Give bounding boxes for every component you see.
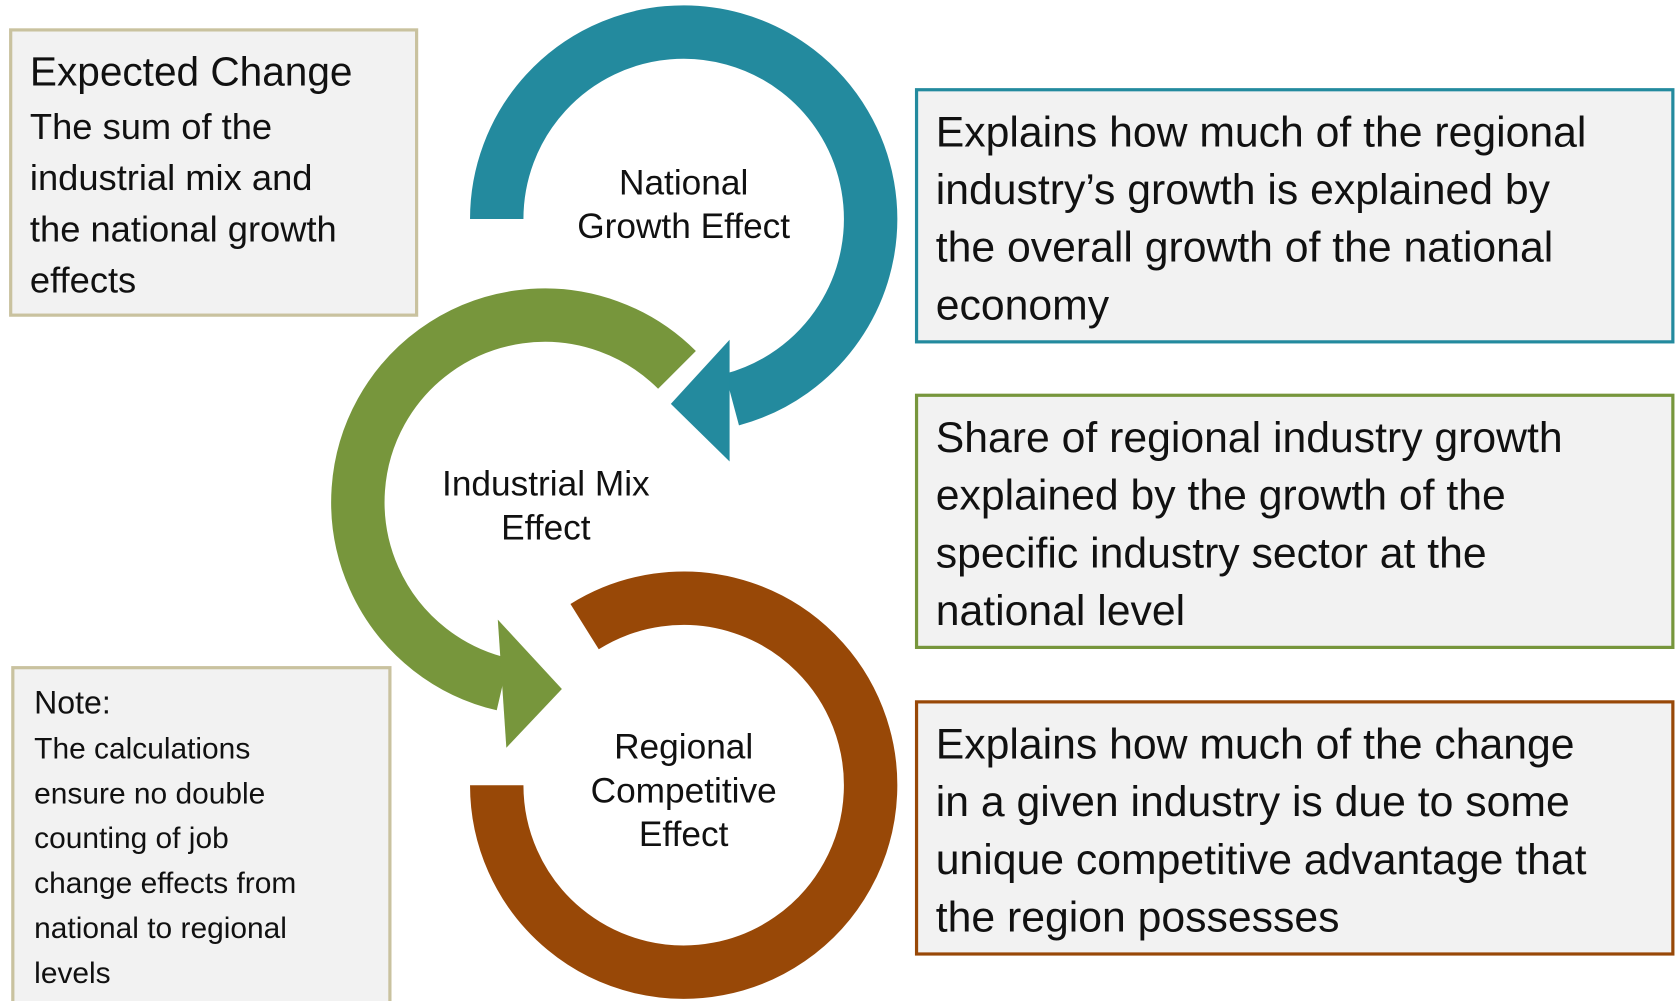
description-text: Explains how much of the regional — [936, 108, 1587, 156]
description-box — [914, 393, 1675, 649]
node-label: Competitive — [591, 771, 777, 810]
description-text: industry’s growth is explained by — [936, 166, 1551, 214]
note-box — [11, 666, 392, 1001]
description-text: explained by the growth of the — [936, 472, 1506, 520]
note-text: counting of job — [34, 822, 229, 855]
description-box — [914, 700, 1675, 956]
note-text: national to regional — [34, 912, 287, 945]
cycle-arc — [331, 288, 696, 711]
expected-change-title: Expected Change — [30, 48, 353, 94]
node-label: Industrial Mix — [442, 465, 650, 504]
description-text: Explains how much of the change — [936, 720, 1575, 768]
note-text: change effects from — [34, 867, 296, 900]
cycle-arrowhead — [670, 339, 730, 462]
description-text: the overall growth of the national — [936, 224, 1553, 272]
expected-change-text: effects — [30, 260, 136, 301]
node-label: Regional — [614, 727, 753, 766]
node-label: Effect — [501, 508, 591, 547]
expected-change-text: The sum of the — [30, 106, 272, 147]
cycle — [331, 5, 898, 999]
description-text: national level — [936, 587, 1185, 635]
cycle-arc — [470, 5, 898, 426]
description-box — [914, 88, 1675, 344]
note-text: The calculations — [34, 732, 250, 765]
description-text: Share of regional industry growth — [936, 414, 1563, 462]
cycle-arrowhead — [497, 619, 562, 748]
description-text: economy — [936, 281, 1110, 329]
node-label: Growth Effect — [577, 207, 790, 246]
description-text: in a given industry is due to some — [936, 778, 1570, 826]
expected-change-text: industrial mix and — [30, 157, 313, 198]
expected-change-box — [9, 28, 419, 317]
node-label: Effect — [639, 815, 729, 854]
description-text: specific industry sector at the — [936, 529, 1487, 577]
description-text: unique competitive advantage that — [936, 836, 1587, 884]
note-title: Note: — [34, 685, 111, 721]
description-text: the region possesses — [936, 894, 1340, 942]
note-text: levels — [34, 957, 110, 990]
expected-change-text: the national growth — [30, 208, 337, 249]
node-label: National — [619, 163, 748, 202]
note-text: ensure no double — [34, 777, 265, 810]
cycle-arc — [470, 571, 898, 999]
